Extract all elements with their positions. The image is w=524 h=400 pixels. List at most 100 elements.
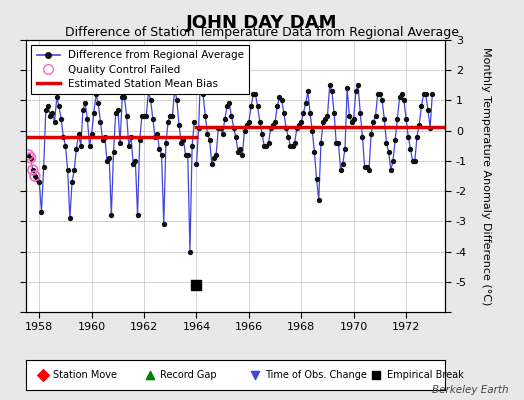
Point xyxy=(127,134,135,140)
Point xyxy=(172,97,181,104)
Text: Empirical Break: Empirical Break xyxy=(387,370,463,380)
Text: JOHN DAY DAM: JOHN DAY DAM xyxy=(186,14,338,32)
Point xyxy=(146,97,155,104)
Point xyxy=(35,179,43,185)
Point xyxy=(26,155,35,161)
Point xyxy=(411,158,419,164)
Point xyxy=(264,140,272,146)
Point xyxy=(92,91,100,98)
Point xyxy=(41,106,50,113)
Point xyxy=(77,142,85,149)
Point xyxy=(284,134,292,140)
Text: Berkeley Earth: Berkeley Earth xyxy=(432,385,508,395)
Point xyxy=(88,130,96,137)
Point xyxy=(398,91,406,98)
Point xyxy=(59,134,68,140)
Point xyxy=(428,91,436,98)
Point xyxy=(249,91,257,98)
Point xyxy=(391,136,399,143)
Point xyxy=(297,118,305,125)
Point xyxy=(230,124,238,131)
Point xyxy=(341,146,349,152)
Point xyxy=(31,173,39,179)
Point xyxy=(367,130,375,137)
Point xyxy=(354,82,362,88)
Point xyxy=(301,100,310,107)
Point xyxy=(223,103,231,110)
Point xyxy=(334,140,343,146)
Point xyxy=(199,91,207,98)
Point xyxy=(61,142,70,149)
Point xyxy=(258,130,266,137)
Point xyxy=(295,122,303,128)
Point xyxy=(413,134,421,140)
Point xyxy=(345,112,354,119)
Point xyxy=(185,248,194,255)
Point xyxy=(85,142,94,149)
Point xyxy=(201,112,210,119)
Point xyxy=(72,146,81,152)
Point xyxy=(408,158,417,164)
Point xyxy=(290,140,299,146)
Point xyxy=(192,161,201,167)
Point xyxy=(168,112,177,119)
Point xyxy=(212,152,220,158)
Point xyxy=(339,161,347,167)
Point xyxy=(328,88,336,94)
Point xyxy=(52,94,61,101)
Point xyxy=(216,124,225,131)
Point xyxy=(232,134,240,140)
Point xyxy=(37,209,46,216)
Point xyxy=(125,142,133,149)
Point xyxy=(299,109,308,116)
Point xyxy=(288,142,297,149)
Point xyxy=(24,152,32,158)
Point xyxy=(44,103,52,110)
Point xyxy=(421,91,430,98)
Legend: Difference from Regional Average, Quality Control Failed, Estimated Station Mean: Difference from Regional Average, Qualit… xyxy=(31,45,249,94)
Point xyxy=(376,91,384,98)
Point xyxy=(166,112,174,119)
Point xyxy=(28,167,37,173)
Point xyxy=(188,142,196,149)
Point xyxy=(221,115,229,122)
Point xyxy=(277,97,286,104)
Point xyxy=(28,167,37,173)
Point xyxy=(170,85,179,92)
Point xyxy=(146,372,154,378)
Point xyxy=(254,103,262,110)
Point xyxy=(57,115,66,122)
Point xyxy=(395,94,403,101)
Point xyxy=(293,124,301,131)
Point xyxy=(323,112,332,119)
Point xyxy=(389,158,397,164)
Point xyxy=(256,118,264,125)
Point xyxy=(372,372,380,378)
Point xyxy=(251,91,259,98)
Point xyxy=(50,118,59,125)
Point xyxy=(361,164,369,170)
Point xyxy=(402,115,410,122)
Point xyxy=(177,140,185,146)
Point xyxy=(118,94,126,101)
Point xyxy=(308,128,316,134)
Point xyxy=(343,85,351,92)
Point xyxy=(90,109,98,116)
Point xyxy=(68,179,76,185)
Point xyxy=(194,124,203,131)
Point xyxy=(46,112,54,119)
Point xyxy=(129,161,137,167)
Point xyxy=(94,100,102,107)
Point xyxy=(190,118,199,125)
Point xyxy=(374,91,382,98)
Point xyxy=(319,118,328,125)
Point xyxy=(356,109,364,116)
Point xyxy=(247,103,255,110)
Point xyxy=(183,152,192,158)
Point xyxy=(262,142,270,149)
Point xyxy=(31,173,39,179)
Point xyxy=(347,118,356,125)
Y-axis label: Monthly Temperature Anomaly Difference (°C): Monthly Temperature Anomaly Difference (… xyxy=(481,47,491,305)
Point xyxy=(196,58,205,64)
Point xyxy=(372,112,380,119)
